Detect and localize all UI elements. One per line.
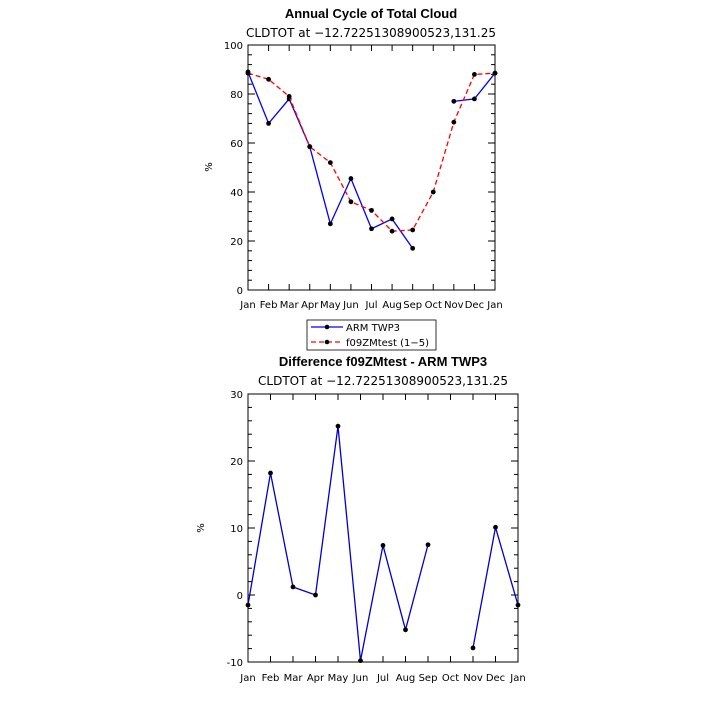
- y-tick-label: 20: [230, 237, 243, 248]
- x-tick-label: Jun: [352, 673, 369, 684]
- data-point-f09zmtest-1-5: [472, 72, 477, 77]
- data-point-arm-twp3: [327, 221, 333, 227]
- chart2-title: Difference f09ZMtest - ARM TWP3: [279, 354, 487, 369]
- y-tick-label: 0: [237, 286, 243, 297]
- x-tick-label: Aug: [382, 300, 402, 311]
- data-point-arm-twp3: [451, 98, 457, 104]
- x-tick-label: Mar: [280, 300, 300, 311]
- legend-label-arm: ARM TWP3: [346, 323, 400, 334]
- series-line-difference: [472, 527, 519, 649]
- data-point-f09zmtest-1-5: [430, 189, 436, 195]
- chart1-title: Annual Cycle of Total Cloud: [285, 6, 457, 21]
- x-tick-label: Jan: [239, 300, 255, 311]
- data-point-f09zmtest-1-5: [327, 160, 333, 166]
- data-point-f09zmtest-1-5: [451, 119, 457, 125]
- x-tick-label: Jul: [364, 300, 377, 311]
- x-tick-label: Oct: [425, 300, 442, 311]
- data-point-arm-twp3: [410, 245, 416, 251]
- y-tick-label: 10: [230, 524, 243, 535]
- y-tick-label: 60: [230, 139, 243, 150]
- data-point-arm-twp3: [266, 121, 271, 126]
- data-point-arm-twp3: [472, 96, 477, 102]
- data-point-difference: [470, 645, 476, 651]
- y-tick-label: 30: [230, 390, 243, 401]
- data-point-difference: [493, 524, 498, 530]
- data-point-difference: [268, 470, 273, 476]
- y-tick-label: -10: [227, 658, 243, 669]
- chart1-subtitle: CLDTOT at −12.72251308900523,131.25: [246, 26, 496, 40]
- data-point-difference: [403, 627, 408, 633]
- data-point-f09zmtest-1-5: [266, 76, 271, 82]
- x-tick-label: Feb: [262, 673, 280, 684]
- data-point-f09zmtest-1-5: [389, 228, 395, 234]
- x-tick-label: Sep: [419, 673, 438, 684]
- x-tick-label: Jan: [509, 673, 525, 684]
- difference-chart: Difference f09ZMtest - ARM TWP3 CLDTOT a…: [196, 354, 526, 684]
- series-line-difference: [247, 426, 429, 661]
- data-point-f09zmtest-1-5: [348, 199, 354, 205]
- x-tick-label: Feb: [260, 300, 278, 311]
- series-line-f09zmtest-1-5: [247, 72, 496, 232]
- chart1-legend: ARM TWP3 f09ZMtest (1−5): [306, 319, 437, 351]
- y-tick-label: 40: [230, 188, 243, 199]
- data-point-difference: [380, 543, 386, 548]
- data-point-difference: [335, 423, 341, 429]
- x-tick-label: Jan: [239, 673, 255, 684]
- x-tick-label: Jul: [376, 673, 389, 684]
- x-tick-label: Oct: [442, 673, 459, 684]
- data-point-f09zmtest-1-5: [286, 94, 292, 99]
- data-point-difference: [515, 602, 521, 608]
- annual-cycle-chart: Annual Cycle of Total Cloud CLDTOT at −1…: [204, 6, 503, 351]
- data-point-difference: [290, 584, 296, 590]
- y-tick-label: 100: [224, 41, 243, 52]
- data-point-difference: [313, 592, 318, 598]
- data-point-difference: [245, 602, 251, 608]
- data-point-f09zmtest-1-5: [369, 207, 374, 213]
- data-point-arm-twp3: [369, 226, 374, 232]
- x-tick-label: Dec: [486, 673, 505, 684]
- data-point-f09zmtest-1-5: [307, 144, 313, 150]
- x-tick-label: Mar: [284, 673, 304, 684]
- x-tick-label: Dec: [465, 300, 484, 311]
- chart1-plot-frame: [247, 44, 496, 291]
- legend-marker-model: [324, 339, 330, 345]
- data-point-arm-twp3: [348, 176, 354, 181]
- x-tick-label: May: [320, 300, 341, 311]
- data-point-f09zmtest-1-5: [410, 227, 416, 233]
- y-tick-label: 20: [230, 457, 243, 468]
- chart2-subtitle: CLDTOT at −12.72251308900523,131.25: [258, 374, 508, 388]
- x-tick-label: May: [328, 673, 349, 684]
- x-tick-label: Jan: [486, 300, 502, 311]
- x-tick-label: Nov: [444, 300, 464, 311]
- data-point-difference: [358, 658, 363, 664]
- legend-label-model: f09ZMtest (1−5): [346, 338, 429, 349]
- x-tick-label: Aug: [396, 673, 416, 684]
- legend-box: [306, 319, 437, 351]
- data-point-f09zmtest-1-5: [492, 70, 498, 76]
- x-tick-label: Sep: [403, 300, 422, 311]
- y-tick-label: 0: [237, 591, 243, 602]
- x-tick-label: Apr: [301, 300, 319, 311]
- data-point-arm-twp3: [389, 216, 395, 222]
- x-tick-label: Apr: [307, 673, 325, 684]
- chart1-ylabel: %: [204, 162, 215, 172]
- data-point-f09zmtest-1-5: [245, 70, 251, 76]
- x-tick-label: Nov: [463, 673, 483, 684]
- legend-marker-arm: [324, 324, 330, 330]
- y-tick-label: 80: [230, 90, 243, 101]
- data-point-difference: [425, 542, 431, 548]
- chart2-ylabel: %: [196, 523, 207, 533]
- x-tick-label: Jun: [342, 300, 359, 311]
